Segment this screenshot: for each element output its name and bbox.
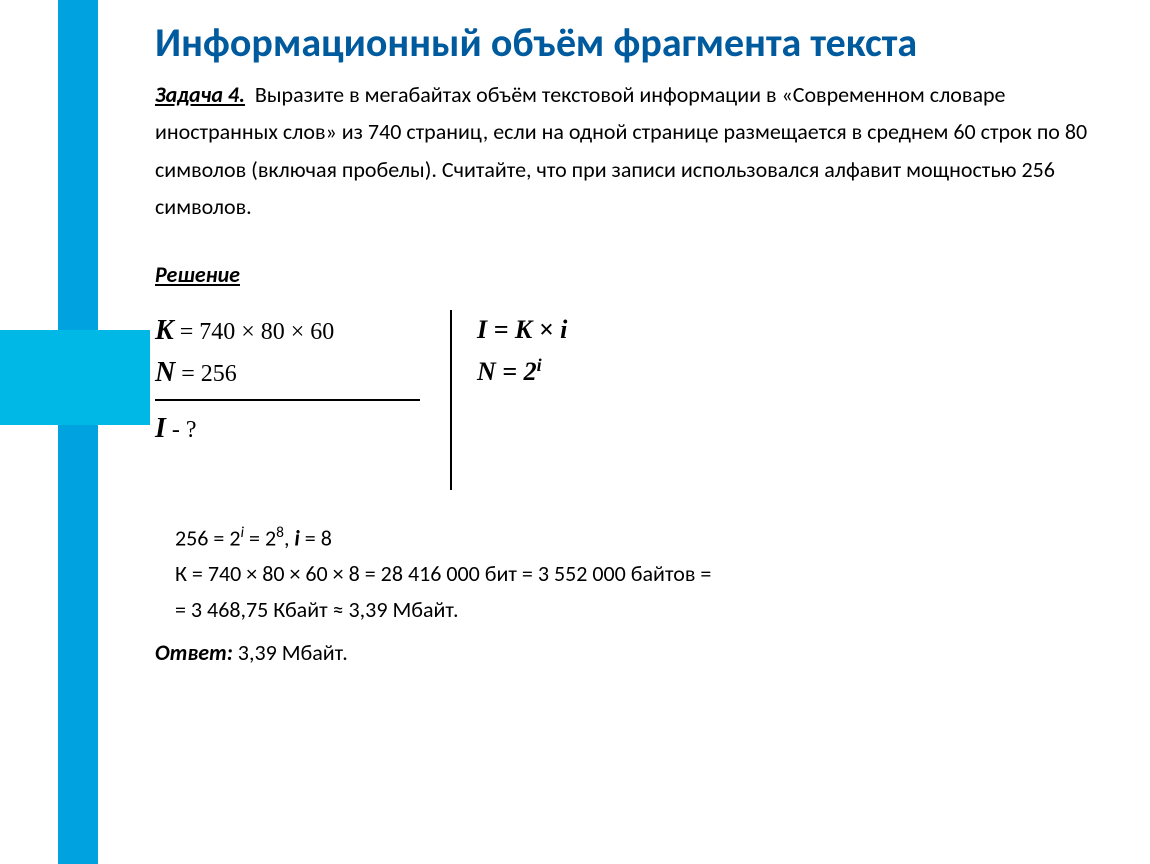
cyan-box [0,330,150,425]
calculation-block: 256 = 2i = 28, i = 8 К = 740 × 80 × 60 ×… [175,520,1095,629]
calc1-c: , [284,524,294,551]
given-k: K = 740 × 80 × 60 [155,315,420,347]
var-i: I [155,413,166,444]
answer-row: Ответ: 3,39 Мбайт. [155,639,1095,666]
calc1-b: = 2 [244,524,276,551]
slide-content: Информационный объём фрагмента текста За… [155,20,1095,666]
formula-column: I = K × i N = 2i [452,310,567,490]
blue-band [58,0,98,864]
answer-value: 3,39 Мбайт. [233,639,348,666]
formula-1-text: I = K × i [477,315,567,344]
val-i: - ? [166,417,197,443]
given-i: I - ? [155,413,420,445]
given-n: N = 256 [155,357,420,389]
calc-line-2: К = 740 × 80 × 60 × 8 = 28 416 000 бит =… [175,556,1095,592]
main-title: Информационный объём фрагмента текста [155,20,1095,66]
problem-body: Выразите в мегабайтах объём текстовой ин… [155,81,1087,220]
calc1-d: = 8 [300,524,332,551]
val-k: = 740 × 80 × 60 [174,319,335,345]
var-k: K [155,315,174,346]
formula-2-sup: i [537,355,542,375]
formula-2: N = 2i [477,355,567,387]
given-block: K = 740 × 80 × 60 N = 256 I - ? I = K × … [155,310,1095,490]
answer-label: Ответ: [155,639,233,666]
divider [155,399,420,401]
formula-2-base: N = 2 [477,357,537,386]
formula-1: I = K × i [477,315,567,345]
problem-text: Задача 4. Выразите в мегабайтах объём те… [155,76,1095,226]
calc1-sup2: 8 [276,523,284,542]
solution-label: Решение [155,261,1095,288]
val-n: = 256 [175,361,237,387]
var-n: N [155,357,175,388]
calc-line-3: = 3 468,75 Кбайт ≈ 3,39 Мбайт. [175,592,1095,628]
calc1-a: 256 = 2 [175,524,241,551]
given-left: K = 740 × 80 × 60 N = 256 I - ? [155,310,452,490]
task-label: Задача 4. [155,81,245,108]
calc-line-1: 256 = 2i = 28, i = 8 [175,520,1095,557]
